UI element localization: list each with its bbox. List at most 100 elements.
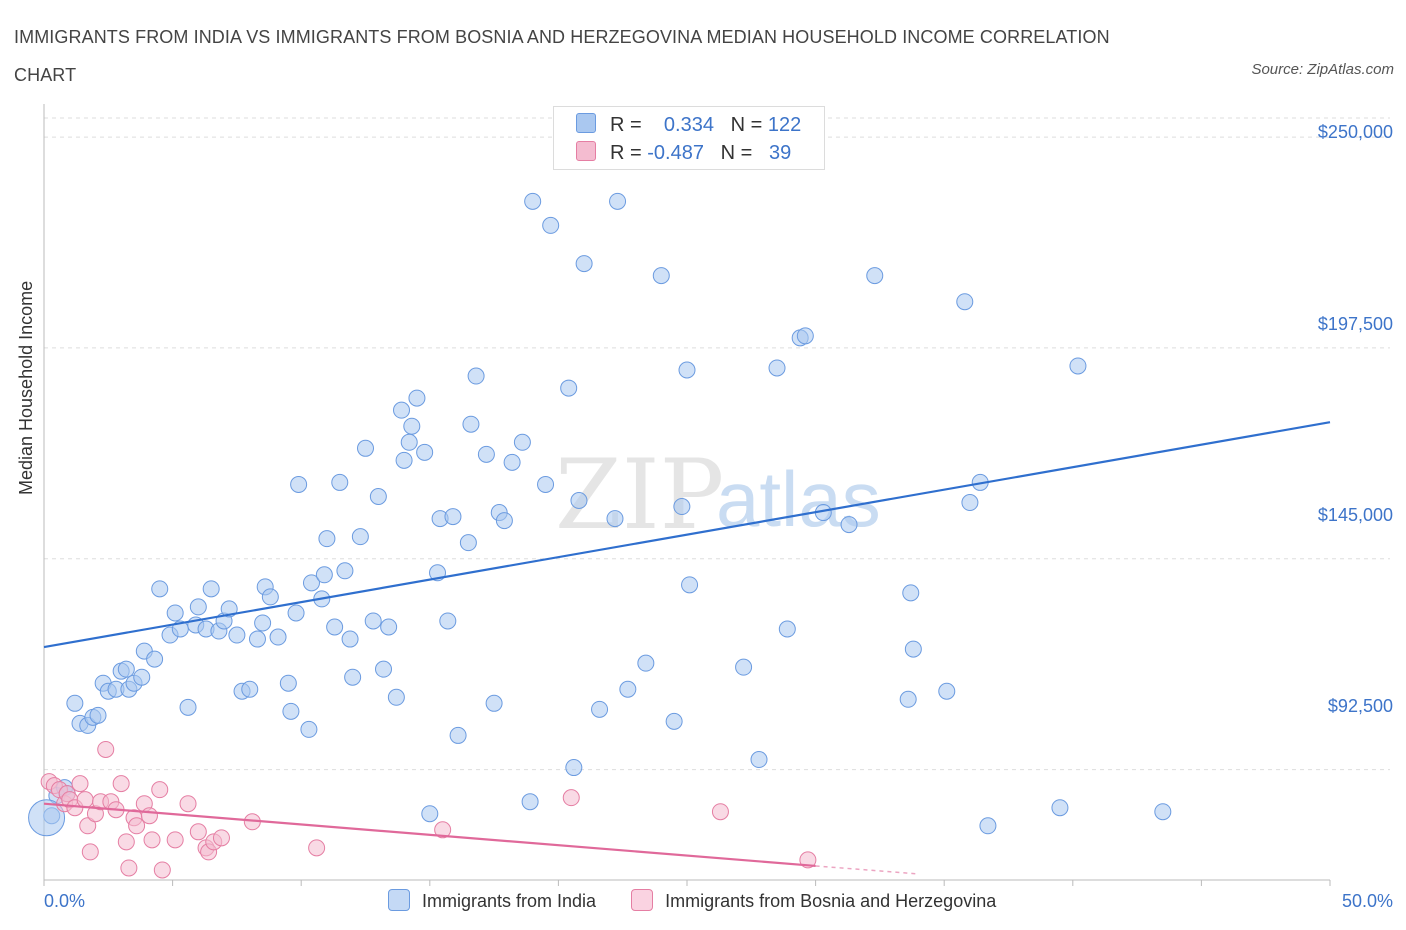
series-legend: Immigrants from India Immigrants from Bo… <box>388 889 1026 912</box>
india-point <box>369 487 387 505</box>
india-point <box>133 668 151 686</box>
legend-item-india[interactable]: Immigrants from India <box>388 889 596 912</box>
india-point <box>560 379 578 397</box>
india-point <box>673 498 691 516</box>
india-legend-swatch <box>388 889 410 911</box>
india-point <box>357 439 374 457</box>
bosnia-point <box>128 817 146 835</box>
india-point <box>565 759 583 777</box>
india-point <box>768 359 786 377</box>
legend-item-bosnia[interactable]: Immigrants from Bosnia and Herzegovina <box>631 889 996 912</box>
india-point <box>364 612 382 630</box>
chart-title: IMMIGRANTS FROM INDIA VS IMMIGRANTS FROM… <box>14 27 1110 85</box>
bosnia-point <box>166 831 184 849</box>
bosnia-point <box>434 821 452 839</box>
india-point <box>459 534 477 552</box>
bosnia-point <box>117 833 135 851</box>
bosnia-point <box>81 843 99 861</box>
india-point <box>393 401 411 419</box>
india-point <box>904 640 922 658</box>
stats-legend: R = 0.334 N = 122 R = -0.487 N = 39 <box>553 106 825 170</box>
india-point <box>591 700 609 718</box>
india-point <box>840 516 858 534</box>
r-label: R = <box>610 114 642 136</box>
india-point <box>444 508 462 526</box>
india-point <box>652 267 670 285</box>
bosnia-swatch <box>576 141 596 161</box>
india-point <box>542 216 560 234</box>
india-point <box>439 612 457 630</box>
india-point <box>302 574 320 592</box>
r-label: R = <box>610 142 642 164</box>
india-point-large <box>28 799 66 837</box>
india-point <box>521 793 539 811</box>
india-point <box>279 674 297 692</box>
n-value-india: 122 <box>767 114 802 136</box>
bosnia-point <box>79 817 97 835</box>
n-label: N = <box>720 142 753 164</box>
bosnia-point <box>112 775 130 793</box>
india-point <box>902 584 920 602</box>
bosnia-trend-line <box>43 802 816 868</box>
india-point <box>462 415 480 433</box>
bosnia-points <box>40 740 817 879</box>
bosnia-point <box>308 839 326 857</box>
india-point <box>1051 799 1069 817</box>
r-value-india: 0.334 <box>663 114 714 136</box>
bosnia-point <box>97 740 115 758</box>
india-point <box>467 367 485 385</box>
watermark-atlas: atlas <box>716 455 881 543</box>
india-point <box>380 618 398 636</box>
india-point <box>326 618 344 636</box>
india-point <box>570 492 588 510</box>
india-point <box>344 668 362 686</box>
stats-row-india: R = 0.334 N = 122 <box>576 113 801 137</box>
india-point <box>89 706 107 724</box>
axes <box>43 104 1331 886</box>
y-tick-label: $92,500 <box>1327 696 1393 716</box>
india-point <box>637 654 655 672</box>
india-point <box>524 192 542 210</box>
india-point <box>1069 357 1087 375</box>
india-point <box>290 475 308 493</box>
india-point <box>341 630 359 648</box>
india-point <box>421 805 439 823</box>
india-point <box>189 598 207 616</box>
bosnia-legend-swatch <box>631 889 654 911</box>
bosnia-point <box>153 861 171 879</box>
y-axis-label: Median Household Income <box>16 280 36 495</box>
india-point <box>938 682 956 700</box>
india-point <box>241 680 259 698</box>
india-point <box>619 680 637 698</box>
india-point <box>117 660 135 678</box>
india-point <box>1154 803 1172 821</box>
india-point <box>416 443 434 461</box>
stats-row-bosnia: R = -0.487 N = 39 <box>576 141 791 165</box>
india-point <box>269 628 287 646</box>
y-tick-label: $250,000 <box>1317 122 1393 142</box>
bosnia-point <box>76 791 94 809</box>
bosnia-point <box>189 823 207 841</box>
india-point <box>315 566 333 584</box>
bosnia-point <box>212 829 230 847</box>
watermark: ZIP atlas <box>555 439 881 551</box>
x-tick-label-max: 50.0% <box>1341 891 1393 911</box>
india-point <box>678 361 696 379</box>
legend-label-bosnia: Immigrants from Bosnia and Herzegovina <box>665 891 997 911</box>
bosnia-point <box>71 775 89 793</box>
india-point <box>449 726 467 744</box>
india-point <box>351 528 369 546</box>
india-point <box>899 690 917 708</box>
india-point <box>248 630 266 648</box>
r-value-bosnia: -0.487 <box>647 142 704 164</box>
india-point <box>400 433 418 451</box>
x-tick-label-min: 0.0% <box>44 891 86 911</box>
india-points <box>28 192 1172 837</box>
india-point <box>282 702 300 720</box>
bosnia-point <box>120 859 138 877</box>
india-point <box>395 451 413 469</box>
india-point <box>866 267 884 285</box>
india-point <box>336 562 354 580</box>
india-point <box>513 433 531 451</box>
